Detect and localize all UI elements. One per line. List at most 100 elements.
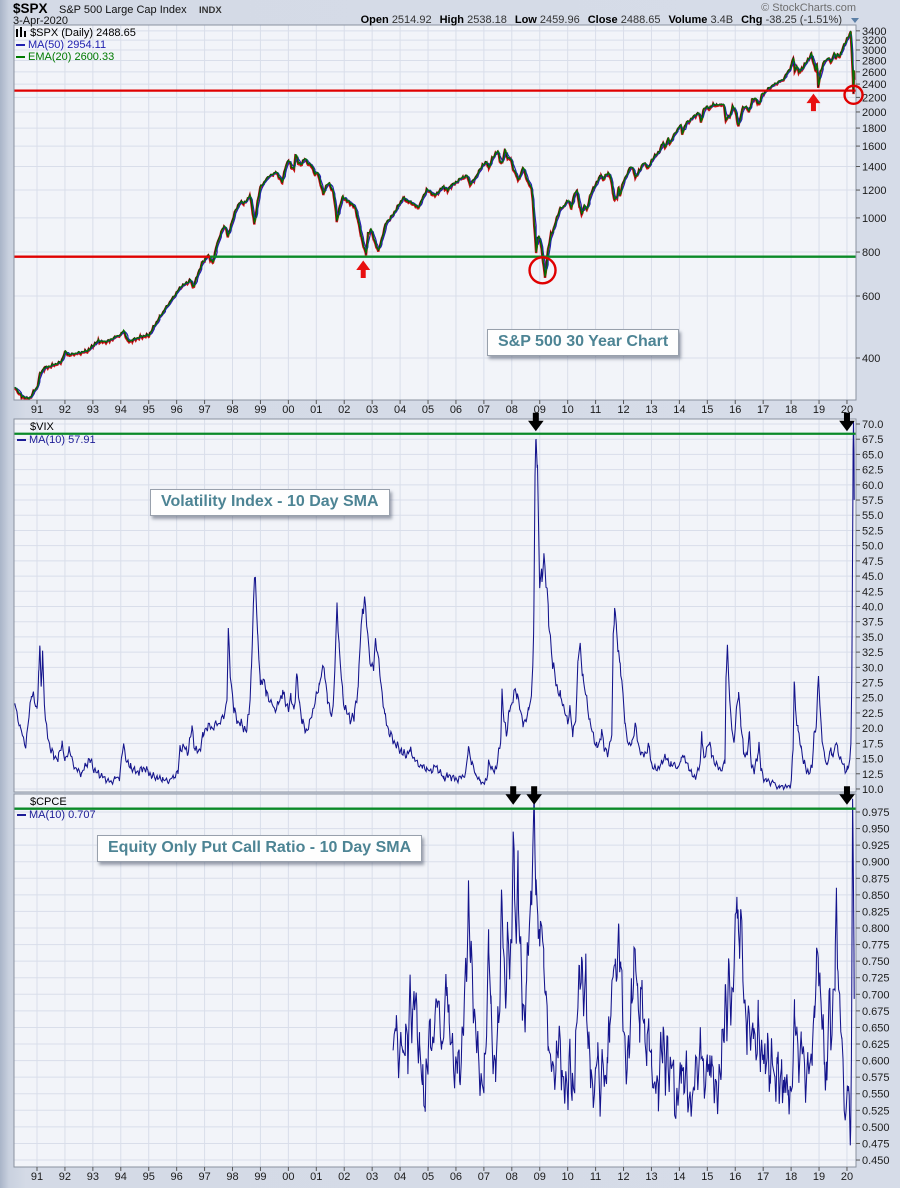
svg-text:91: 91 — [31, 1171, 43, 1183]
svg-text:99: 99 — [254, 404, 266, 416]
svg-text:35.0: 35.0 — [862, 632, 883, 644]
cpce-legend-ma10: MA(10) 0.707 — [17, 809, 96, 821]
svg-text:0.550: 0.550 — [862, 1089, 890, 1101]
svg-text:11: 11 — [590, 404, 601, 416]
svg-text:14: 14 — [673, 1171, 685, 1183]
spx-legend-ema20: EMA(20) 2600.33 — [16, 51, 136, 63]
svg-text:07: 07 — [478, 404, 490, 416]
vix-annotation-label: Volatility Index - 10 Day SMA — [150, 489, 390, 516]
svg-text:47.5: 47.5 — [862, 556, 883, 568]
svg-text:18: 18 — [785, 404, 797, 416]
spx-annotation-label: S&P 500 30 Year Chart — [487, 329, 680, 356]
vix-legend-symbol: $VIX — [30, 421, 54, 433]
svg-text:50.0: 50.0 — [862, 541, 883, 553]
svg-text:1400: 1400 — [862, 161, 886, 173]
svg-text:17.5: 17.5 — [862, 738, 883, 750]
svg-text:2400: 2400 — [862, 79, 886, 91]
svg-text:0.925: 0.925 — [862, 840, 890, 852]
svg-text:04: 04 — [394, 404, 406, 416]
svg-text:2800: 2800 — [862, 56, 886, 68]
svg-text:55.0: 55.0 — [862, 510, 883, 522]
svg-text:93: 93 — [87, 404, 99, 416]
svg-text:91: 91 — [31, 404, 43, 416]
svg-text:01: 01 — [310, 1171, 322, 1183]
svg-text:16: 16 — [729, 1171, 741, 1183]
svg-text:15: 15 — [701, 1171, 713, 1183]
svg-text:06: 06 — [450, 1171, 462, 1183]
vix-legend-ma10: MA(10) 57.91 — [17, 434, 96, 446]
svg-text:98: 98 — [226, 1171, 238, 1183]
chart-type-icon — [16, 27, 26, 37]
svg-text:02: 02 — [338, 1171, 350, 1183]
svg-text:60.0: 60.0 — [862, 480, 883, 492]
svg-text:1000: 1000 — [862, 213, 886, 225]
cpce-legend-symbol: $CPCE — [30, 796, 67, 808]
svg-text:62.5: 62.5 — [862, 465, 883, 477]
svg-text:3200: 3200 — [862, 35, 886, 47]
svg-text:0.525: 0.525 — [862, 1105, 890, 1117]
svg-text:07: 07 — [478, 1171, 490, 1183]
quote-bar: Open 2514.92 High 2538.18 Low 2459.96 Cl… — [361, 14, 859, 26]
svg-text:02: 02 — [338, 404, 350, 416]
svg-text:12: 12 — [617, 1171, 629, 1183]
svg-text:0.700: 0.700 — [862, 989, 890, 1001]
svg-text:14: 14 — [673, 404, 685, 416]
svg-text:95: 95 — [143, 404, 155, 416]
quote-close: Close 2488.65 — [587, 14, 661, 26]
svg-text:20.0: 20.0 — [862, 723, 883, 735]
svg-text:10.0: 10.0 — [862, 784, 883, 796]
svg-text:22.5: 22.5 — [862, 708, 883, 720]
svg-text:0.600: 0.600 — [862, 1056, 890, 1068]
ema20-swatch — [16, 56, 25, 58]
quote-high: High 2538.18 — [439, 14, 507, 26]
svg-text:0.650: 0.650 — [862, 1022, 890, 1034]
svg-text:10: 10 — [562, 1171, 574, 1183]
svg-text:17: 17 — [757, 1171, 769, 1183]
svg-text:94: 94 — [115, 1171, 127, 1183]
svg-text:25.0: 25.0 — [862, 693, 883, 705]
svg-text:12: 12 — [617, 404, 629, 416]
svg-text:27.5: 27.5 — [862, 678, 883, 690]
svg-text:99: 99 — [254, 1171, 266, 1183]
chevron-down-icon[interactable] — [851, 17, 859, 23]
svg-text:96: 96 — [171, 404, 183, 416]
svg-text:10: 10 — [562, 404, 574, 416]
svg-text:42.5: 42.5 — [862, 586, 883, 598]
svg-text:03: 03 — [366, 404, 378, 416]
svg-text:52.5: 52.5 — [862, 525, 883, 537]
quote-open: Open 2514.92 — [360, 14, 432, 26]
svg-text:13: 13 — [645, 404, 657, 416]
ma50-swatch — [16, 44, 25, 46]
svg-text:30.0: 30.0 — [862, 662, 883, 674]
svg-text:13: 13 — [645, 1171, 657, 1183]
svg-text:16: 16 — [729, 404, 741, 416]
svg-text:0.725: 0.725 — [862, 973, 890, 985]
svg-text:0.825: 0.825 — [862, 906, 890, 918]
svg-text:17: 17 — [757, 404, 769, 416]
quote-low: Low 2459.96 — [514, 14, 580, 26]
copyright: © StockCharts.com — [761, 2, 856, 14]
svg-text:08: 08 — [506, 1171, 518, 1183]
svg-text:0.625: 0.625 — [862, 1039, 890, 1051]
svg-text:2000: 2000 — [862, 107, 886, 119]
svg-text:96: 96 — [171, 1171, 183, 1183]
svg-text:92: 92 — [59, 1171, 71, 1183]
svg-text:0.750: 0.750 — [862, 956, 890, 968]
svg-text:2200: 2200 — [862, 92, 886, 104]
quote-change: Chg -38.25 (-1.51%) — [741, 14, 842, 26]
symbol-exchange: INDX — [199, 5, 222, 16]
svg-text:0.850: 0.850 — [862, 890, 890, 902]
svg-text:57.5: 57.5 — [862, 495, 883, 507]
svg-text:600: 600 — [862, 291, 880, 303]
svg-text:0.775: 0.775 — [862, 940, 890, 952]
svg-text:97: 97 — [198, 404, 210, 416]
svg-text:400: 400 — [862, 353, 880, 365]
svg-text:0.950: 0.950 — [862, 824, 890, 836]
svg-text:45.0: 45.0 — [862, 571, 883, 583]
symbol-title: $SPX — [13, 1, 48, 16]
svg-text:37.5: 37.5 — [862, 617, 883, 629]
svg-text:00: 00 — [282, 1171, 294, 1183]
svg-text:93: 93 — [87, 1171, 99, 1183]
